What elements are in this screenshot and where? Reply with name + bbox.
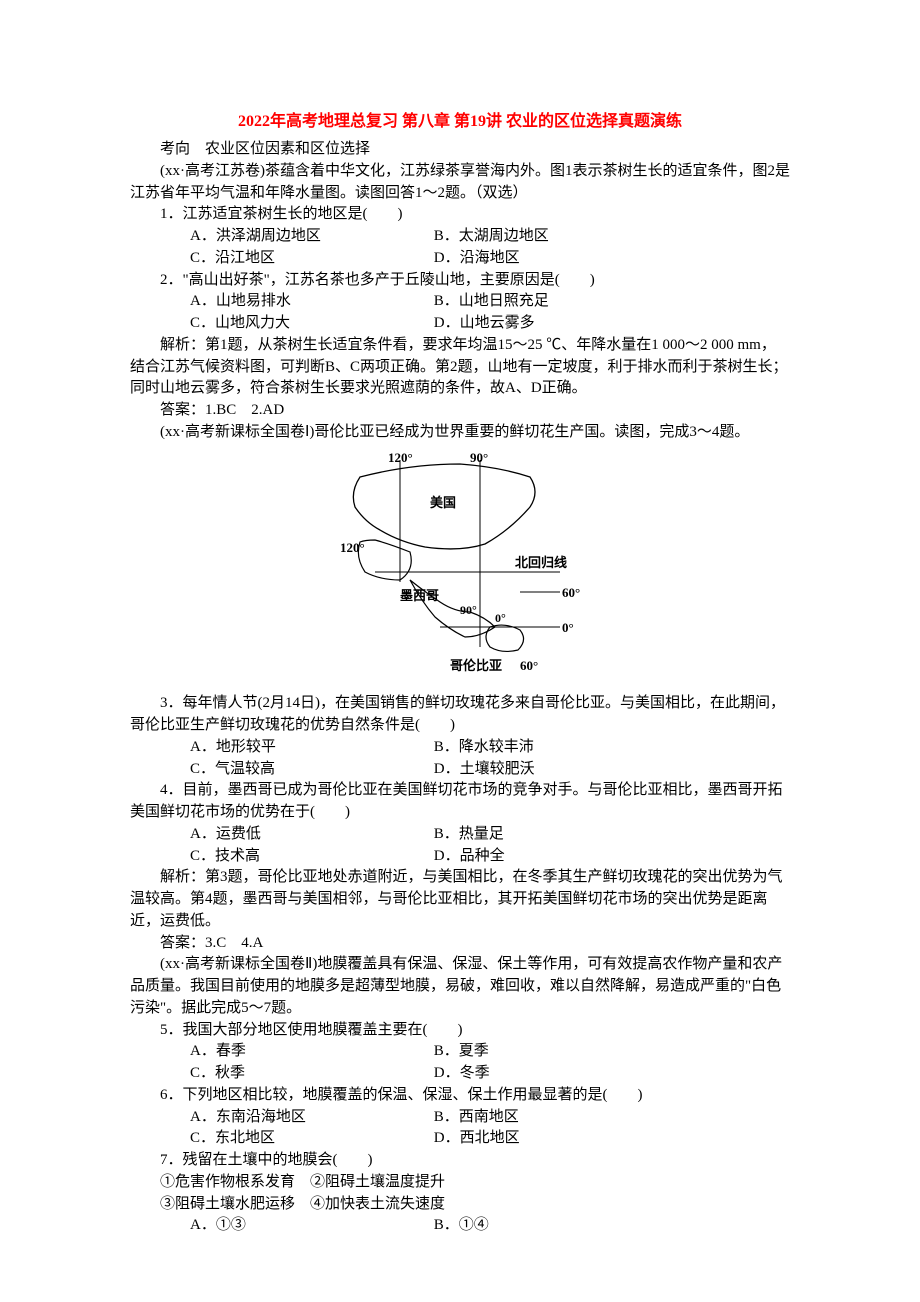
q6-row-cd: C．东北地区 D．西北地区: [130, 1128, 790, 1150]
q3-opt-c: C．气温较高: [160, 759, 430, 781]
document-title: 2022年高考地理总复习 第八章 第19讲 农业的区位选择真题演练: [130, 110, 790, 133]
q7-items: ①危害作物根系发育 ②阻碍土壤温度提升: [130, 1172, 790, 1194]
q1-stem: 1．江苏适宜茶树生长的地区是( ): [130, 204, 790, 226]
q5-stem: 5．我国大部分地区使用地膜覆盖主要在( ): [130, 1020, 790, 1042]
map-lat0b: 0°: [562, 620, 574, 635]
q5-opt-b: B．夏季: [434, 1043, 489, 1059]
title-text: 2022年高考地理总复习 第八章 第19讲 农业的区位选择真题演练: [238, 113, 682, 130]
q4-row-cd: C．技术高 D．品种全: [130, 846, 790, 868]
q2-opt-d: D．山地云雾多: [434, 315, 535, 331]
q5-opt-d: D．冬季: [434, 1065, 490, 1081]
q3-row-ab: A．地形较平 B．降水较丰沛: [130, 737, 790, 759]
map-colombia: 哥伦比亚: [450, 658, 502, 673]
q7-items2: ③阻碍土壤水肥运移 ④加快表土流失速度: [130, 1194, 790, 1216]
analysis-1: 解析：第1题，从茶树生长适宜条件看，要求年均温15～25 ℃、年降水量在1 00…: [130, 335, 790, 400]
map-svg: 120° 90° 美国 120° 北回归线 墨西哥 60° 90° 0° 0° …: [330, 452, 590, 682]
map-lon120a: 120°: [388, 452, 413, 465]
q2-row-ab: A．山地易排水 B．山地日照充足: [130, 291, 790, 313]
q3-opt-d: D．土壤较肥沃: [434, 761, 535, 777]
q5-row-ab: A．春季 B．夏季: [130, 1041, 790, 1063]
map-tropic: 北回归线: [515, 555, 567, 570]
q3-opt-b: B．降水较丰沛: [434, 739, 534, 755]
q5-row-cd: C．秋季 D．冬季: [130, 1063, 790, 1085]
q7-opt-a: A．①③: [160, 1215, 430, 1237]
q4-opt-c: C．技术高: [160, 846, 430, 868]
map-lat0a: 0°: [495, 611, 506, 625]
analysis-2: 解析：第3题，哥伦比亚地处赤道附近，与美国相比，在冬季其生产鲜切玫瑰花的突出优势…: [130, 867, 790, 932]
q3-stem: 3．每年情人节(2月14日)，在美国销售的鲜切玫瑰花多来自哥伦比亚。与美国相比，…: [130, 693, 790, 737]
q2-opt-b: B．山地日照充足: [434, 293, 549, 309]
q4-row-ab: A．运费低 B．热量足: [130, 824, 790, 846]
q2-row-cd: C．山地风力大 D．山地云雾多: [130, 313, 790, 335]
q6-opt-c: C．东北地区: [160, 1128, 430, 1150]
map-lon90a: 90°: [470, 452, 488, 465]
q4-opt-d: D．品种全: [434, 848, 505, 864]
q2-opt-c: C．山地风力大: [160, 313, 430, 335]
q1-row-ab: A．洪泽湖周边地区 B．太湖周边地区: [130, 226, 790, 248]
map-lat60b: 60°: [520, 658, 538, 673]
q5-opt-c: C．秋季: [160, 1063, 430, 1085]
intro-1: (xx·高考江苏卷)茶蕴含着中华文化，江苏绿茶享誉海内外。图1表示茶树生长的适宜…: [130, 161, 790, 205]
q1-opt-b: B．太湖周边地区: [434, 228, 549, 244]
map-mexico: 墨西哥: [400, 588, 439, 603]
q6-stem: 6．下列地区相比较，地膜覆盖的保温、保湿、保土作用最显著的是( ): [130, 1085, 790, 1107]
q4-opt-a: A．运费低: [160, 824, 430, 846]
q3-row-cd: C．气温较高 D．土壤较肥沃: [130, 759, 790, 781]
map-usa: 美国: [430, 495, 456, 510]
q3-opt-a: A．地形较平: [160, 737, 430, 759]
map-figure: 120° 90° 美国 120° 北回归线 墨西哥 60° 90° 0° 0° …: [130, 452, 790, 690]
q1-opt-c: C．沿江地区: [160, 248, 430, 270]
q4-opt-b: B．热量足: [434, 826, 504, 842]
q7-opt-b: B．①④: [434, 1217, 489, 1233]
q6-opt-a: A．东南沿海地区: [160, 1107, 430, 1129]
answer-1: 答案：1.BC 2.AD: [130, 400, 790, 422]
map-lon120b: 120°: [340, 540, 365, 555]
q6-row-ab: A．东南沿海地区 B．西南地区: [130, 1107, 790, 1129]
intro-3: (xx·高考新课标全国卷Ⅱ)地膜覆盖具有保温、保湿、保土等作用，可有效提高农作物…: [130, 954, 790, 1019]
q7-stem: 7．残留在土壤中的地膜会( ): [130, 1150, 790, 1172]
q6-opt-d: D．西北地区: [434, 1130, 520, 1146]
answer-2: 答案：3.C 4.A: [130, 933, 790, 955]
map-lat60a: 60°: [562, 585, 580, 600]
q5-opt-a: A．春季: [160, 1041, 430, 1063]
q7-row-ab: A．①③ B．①④: [130, 1215, 790, 1237]
q6-opt-b: B．西南地区: [434, 1109, 519, 1125]
q1-opt-d: D．沿海地区: [434, 250, 520, 266]
q2-opt-a: A．山地易排水: [160, 291, 430, 313]
q1-opt-a: A．洪泽湖周边地区: [160, 226, 430, 248]
q1-row-cd: C．沿江地区 D．沿海地区: [130, 248, 790, 270]
subheading: 考向 农业区位因素和区位选择: [130, 139, 790, 161]
map-lon90b: 90°: [460, 603, 477, 617]
intro-2: (xx·高考新课标全国卷Ⅰ)哥伦比亚已经成为世界重要的鲜切花生产国。读图，完成3…: [130, 422, 790, 444]
q4-stem: 4．目前，墨西哥已成为哥伦比亚在美国鲜切花市场的竞争对手。与哥伦比亚相比，墨西哥…: [130, 780, 790, 824]
q2-stem: 2．"高山出好茶"，江苏名茶也多产于丘陵山地，主要原因是( ): [130, 270, 790, 292]
